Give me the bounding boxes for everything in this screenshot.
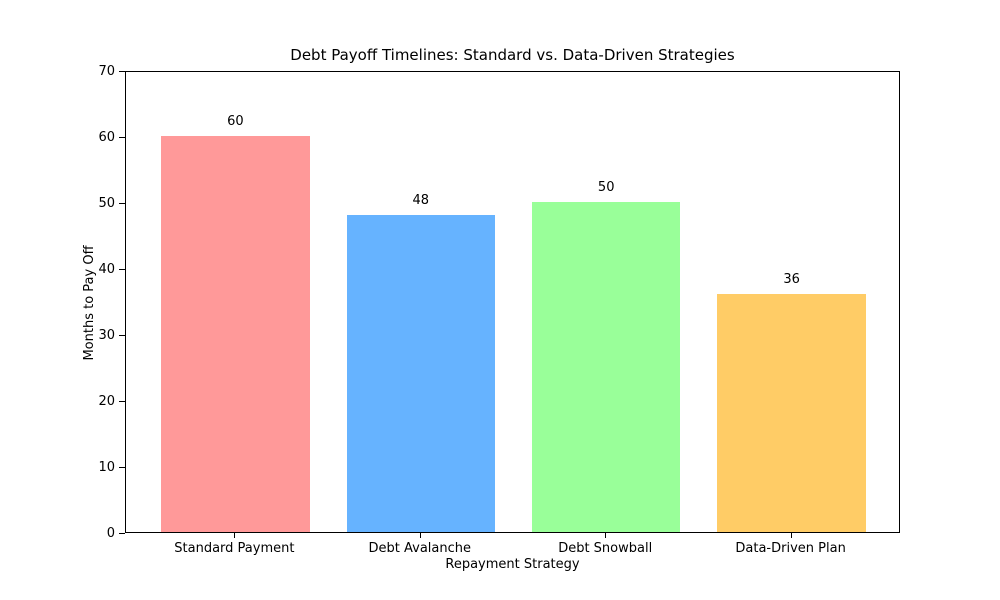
x-tick-label-data-driven-plan: Data-Driven Plan xyxy=(735,541,846,556)
y-tick-mark-50 xyxy=(119,203,125,204)
y-tick-label-20: 20 xyxy=(98,394,115,409)
y-tick-mark-40 xyxy=(119,269,125,270)
y-tick-label-10: 10 xyxy=(98,460,115,475)
bar-debt-avalanche xyxy=(346,215,495,532)
bar-standard-payment xyxy=(161,136,310,532)
x-tick-label-debt-avalanche: Debt Avalanche xyxy=(368,541,472,556)
x-tick-mark-debt-snowball xyxy=(605,533,607,538)
plot-area: 60 48 50 36 xyxy=(125,71,900,533)
x-tick-label-standard-payment: Standard Payment xyxy=(174,541,295,556)
y-tick-mark-10 xyxy=(119,467,125,468)
y-tick-label-0: 0 xyxy=(106,526,115,541)
y-tick-label-50: 50 xyxy=(98,196,115,211)
y-tick-mark-60 xyxy=(119,137,125,138)
y-tick-mark-0 xyxy=(119,533,125,534)
chart-title: Debt Payoff Timelines: Standard vs. Data… xyxy=(290,46,735,64)
bar-debt-snowball xyxy=(532,202,681,532)
y-tick-mark-30 xyxy=(119,335,125,336)
y-tick-mark-70 xyxy=(119,71,125,72)
x-tick-label-debt-snowball: Debt Snowball xyxy=(558,541,653,556)
y-tick-label-60: 60 xyxy=(98,130,115,145)
y-tick-mark-20 xyxy=(119,401,125,402)
x-tick-mark-data-driven-plan xyxy=(790,533,792,538)
bar-value-label-data-driven-plan: 36 xyxy=(783,272,800,288)
x-tick-mark-standard-payment xyxy=(234,533,236,538)
y-tick-label-40: 40 xyxy=(98,262,115,277)
y-tick-label-70: 70 xyxy=(98,64,115,79)
bar-value-label-standard-payment: 60 xyxy=(227,114,244,129)
bar-value-label-debt-snowball: 50 xyxy=(597,180,615,195)
bar-data-driven-plan xyxy=(717,294,866,532)
x-tick-mark-debt-avalanche xyxy=(419,533,421,538)
bar-value-label-debt-avalanche: 48 xyxy=(412,193,430,209)
y-tick-label-30: 30 xyxy=(98,328,115,343)
x-axis-label: Repayment Strategy xyxy=(445,557,580,572)
